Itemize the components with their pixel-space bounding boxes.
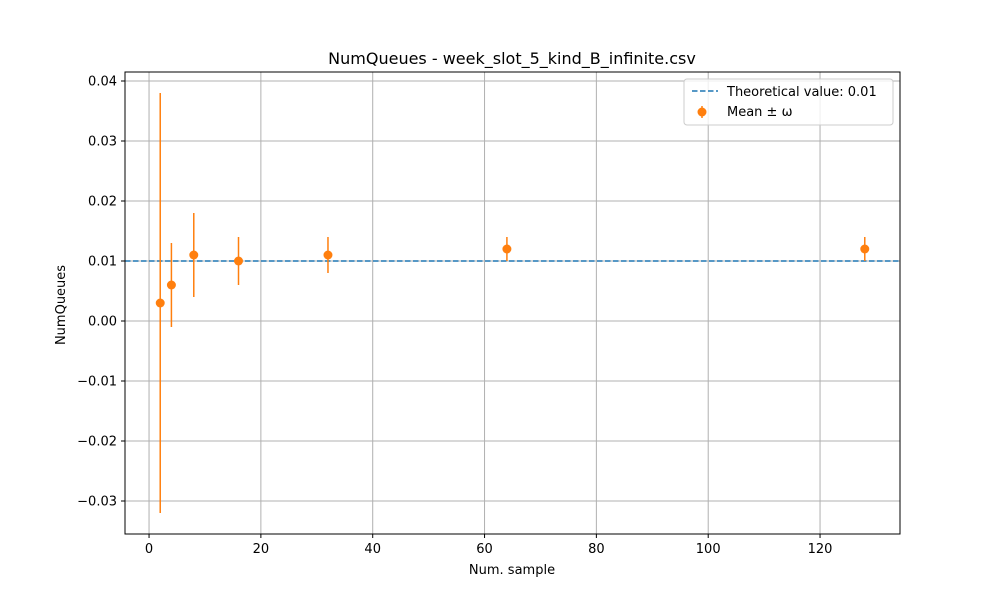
y-axis-label: NumQueues	[54, 265, 69, 345]
x-axis-label: Num. sample	[469, 563, 555, 578]
legend-marker-sample	[697, 107, 707, 117]
y-tick-label: 0.04	[88, 75, 117, 90]
y-tick-label: −0.03	[77, 495, 117, 510]
legend-marker-label: Mean ± ω	[727, 105, 792, 120]
x-tick-label: 40	[364, 542, 381, 557]
axes-frame	[124, 71, 901, 535]
y-tick-label: 0.00	[88, 315, 117, 330]
x-tick-label: 0	[145, 542, 153, 557]
plot-area: 0 20 40 60 80 100 120 −0.03 −0.02 −0.01 0.00 0.01 0.…	[77, 71, 901, 557]
data-point	[189, 250, 199, 260]
chart-title: NumQueues - week_slot_5_kind_B_infinite.…	[328, 49, 696, 69]
data-point	[323, 250, 333, 260]
data-point	[166, 280, 176, 290]
data-point	[860, 244, 870, 254]
legend: Theoretical value: 0.01 Mean ± ω	[683, 78, 894, 126]
legend-box	[683, 78, 894, 126]
y-tick-label: −0.02	[77, 435, 117, 450]
y-tick-label: 0.01	[88, 255, 117, 270]
data-point	[234, 256, 244, 266]
x-tick-label: 60	[476, 542, 493, 557]
legend-line-label: Theoretical value: 0.01	[726, 85, 877, 100]
x-tick-label: 80	[588, 542, 605, 557]
x-tick-label: 20	[253, 542, 270, 557]
data-point	[502, 244, 512, 254]
y-tick-label: 0.02	[88, 195, 117, 210]
x-tick-label: 120	[808, 542, 833, 557]
y-tick-label: 0.03	[88, 135, 117, 150]
x-tick-label: 100	[696, 542, 721, 557]
y-tick-label: −0.01	[77, 375, 117, 390]
data-point	[155, 298, 165, 308]
